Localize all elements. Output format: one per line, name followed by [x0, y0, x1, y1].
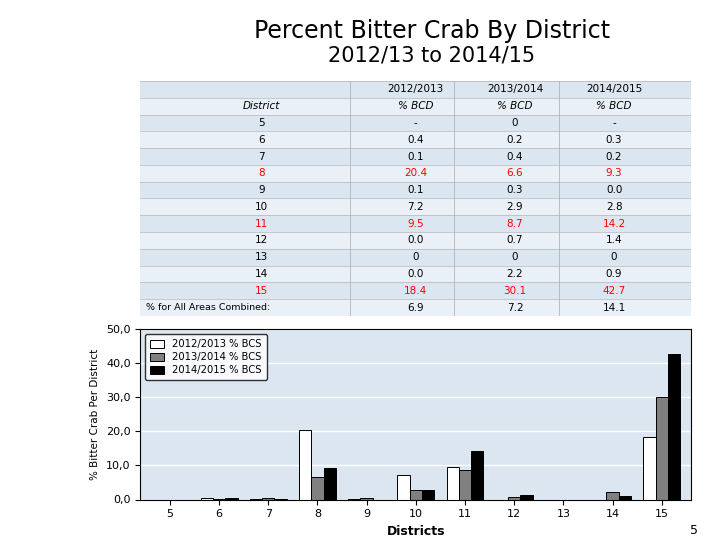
Bar	[446, 467, 459, 500]
Bar	[213, 499, 225, 500]
Text: % BCD: % BCD	[498, 101, 533, 111]
Text: 7.2: 7.2	[507, 302, 523, 313]
Text: 14: 14	[255, 269, 269, 279]
Text: 9: 9	[258, 185, 265, 195]
Text: 42.7: 42.7	[603, 286, 626, 296]
Bar	[521, 495, 533, 500]
Bar	[311, 477, 323, 500]
Text: 0.4: 0.4	[408, 134, 424, 145]
Text: 0.1: 0.1	[408, 152, 424, 161]
Text: 0: 0	[512, 118, 518, 128]
Legend: 2012/2013 % BCS, 2013/2014 % BCS, 2014/2015 % BCS: 2012/2013 % BCS, 2013/2014 % BCS, 2014/2…	[145, 334, 267, 380]
Text: 1.4: 1.4	[606, 235, 622, 245]
Text: 13: 13	[255, 252, 269, 262]
Text: 6: 6	[258, 134, 265, 145]
Text: 7: 7	[258, 152, 265, 161]
Text: % BCD: % BCD	[398, 101, 433, 111]
Text: 2.2: 2.2	[507, 269, 523, 279]
Bar	[274, 499, 287, 500]
Bar	[225, 498, 238, 500]
Text: -: -	[612, 118, 616, 128]
Text: 0.0: 0.0	[408, 269, 424, 279]
Bar	[397, 475, 410, 500]
Bar	[140, 181, 691, 198]
Text: 15: 15	[255, 286, 269, 296]
Bar	[643, 437, 655, 500]
Bar	[422, 490, 434, 500]
Text: % for All Areas Combined:: % for All Areas Combined:	[146, 303, 270, 312]
Bar	[508, 497, 521, 500]
Bar	[140, 198, 691, 215]
Bar	[606, 492, 618, 500]
Text: 0.0: 0.0	[408, 235, 424, 245]
Text: 6.6: 6.6	[507, 168, 523, 178]
Bar	[140, 98, 691, 114]
Text: 0.7: 0.7	[507, 235, 523, 245]
Text: 0: 0	[611, 252, 617, 262]
Text: 0: 0	[413, 252, 419, 262]
Text: 2.9: 2.9	[507, 202, 523, 212]
Text: 0.4: 0.4	[507, 152, 523, 161]
Text: 30.1: 30.1	[503, 286, 526, 296]
Bar	[140, 81, 691, 98]
Bar	[140, 282, 691, 299]
Bar	[471, 451, 483, 500]
Bar	[140, 131, 691, 148]
Text: 5: 5	[258, 118, 265, 128]
Bar	[140, 165, 691, 181]
Bar	[140, 266, 691, 282]
Text: 0.1: 0.1	[408, 185, 424, 195]
Text: 2012/13 to 2014/15: 2012/13 to 2014/15	[328, 46, 536, 66]
Text: 14.1: 14.1	[603, 302, 626, 313]
Bar	[361, 498, 373, 500]
Bar	[140, 148, 691, 165]
Text: 10: 10	[255, 202, 268, 212]
Text: 9.5: 9.5	[408, 219, 424, 228]
Text: 0.2: 0.2	[507, 134, 523, 145]
Bar	[140, 299, 691, 316]
Text: 0.3: 0.3	[507, 185, 523, 195]
Text: 8.7: 8.7	[507, 219, 523, 228]
Bar	[655, 397, 668, 500]
Text: 0.9: 0.9	[606, 269, 622, 279]
Text: Percent Bitter Crab By District: Percent Bitter Crab By District	[254, 19, 610, 43]
Text: 12: 12	[255, 235, 269, 245]
X-axis label: Districts: Districts	[387, 525, 445, 538]
Text: District: District	[243, 101, 280, 111]
Text: 7.2: 7.2	[408, 202, 424, 212]
Text: 2012/2013: 2012/2013	[387, 84, 444, 94]
Y-axis label: % Bitter Crab Per District: % Bitter Crab Per District	[91, 349, 101, 480]
Bar	[410, 490, 422, 500]
Text: 11: 11	[255, 219, 269, 228]
Text: -: -	[414, 118, 418, 128]
Text: 18.4: 18.4	[404, 286, 428, 296]
Bar	[201, 498, 213, 500]
Bar	[618, 496, 631, 500]
Bar	[459, 470, 471, 500]
Text: 6.9: 6.9	[408, 302, 424, 313]
Bar	[140, 232, 691, 249]
Text: 0: 0	[512, 252, 518, 262]
Bar	[262, 498, 274, 500]
Text: 0.3: 0.3	[606, 134, 622, 145]
Text: 0.0: 0.0	[606, 185, 622, 195]
Text: 14.2: 14.2	[603, 219, 626, 228]
Bar	[140, 114, 691, 131]
Bar	[299, 430, 311, 500]
Text: 2014/2015: 2014/2015	[586, 84, 642, 94]
Text: 8: 8	[258, 168, 265, 178]
Bar	[140, 215, 691, 232]
Text: 0.2: 0.2	[606, 152, 622, 161]
Text: 20.4: 20.4	[404, 168, 428, 178]
Text: % BCD: % BCD	[596, 101, 632, 111]
Bar	[668, 354, 680, 500]
Text: 5: 5	[690, 524, 698, 537]
Text: 9.3: 9.3	[606, 168, 622, 178]
Text: 2.8: 2.8	[606, 202, 622, 212]
Text: 2013/2014: 2013/2014	[487, 84, 543, 94]
Bar	[323, 468, 336, 500]
Bar	[140, 249, 691, 266]
